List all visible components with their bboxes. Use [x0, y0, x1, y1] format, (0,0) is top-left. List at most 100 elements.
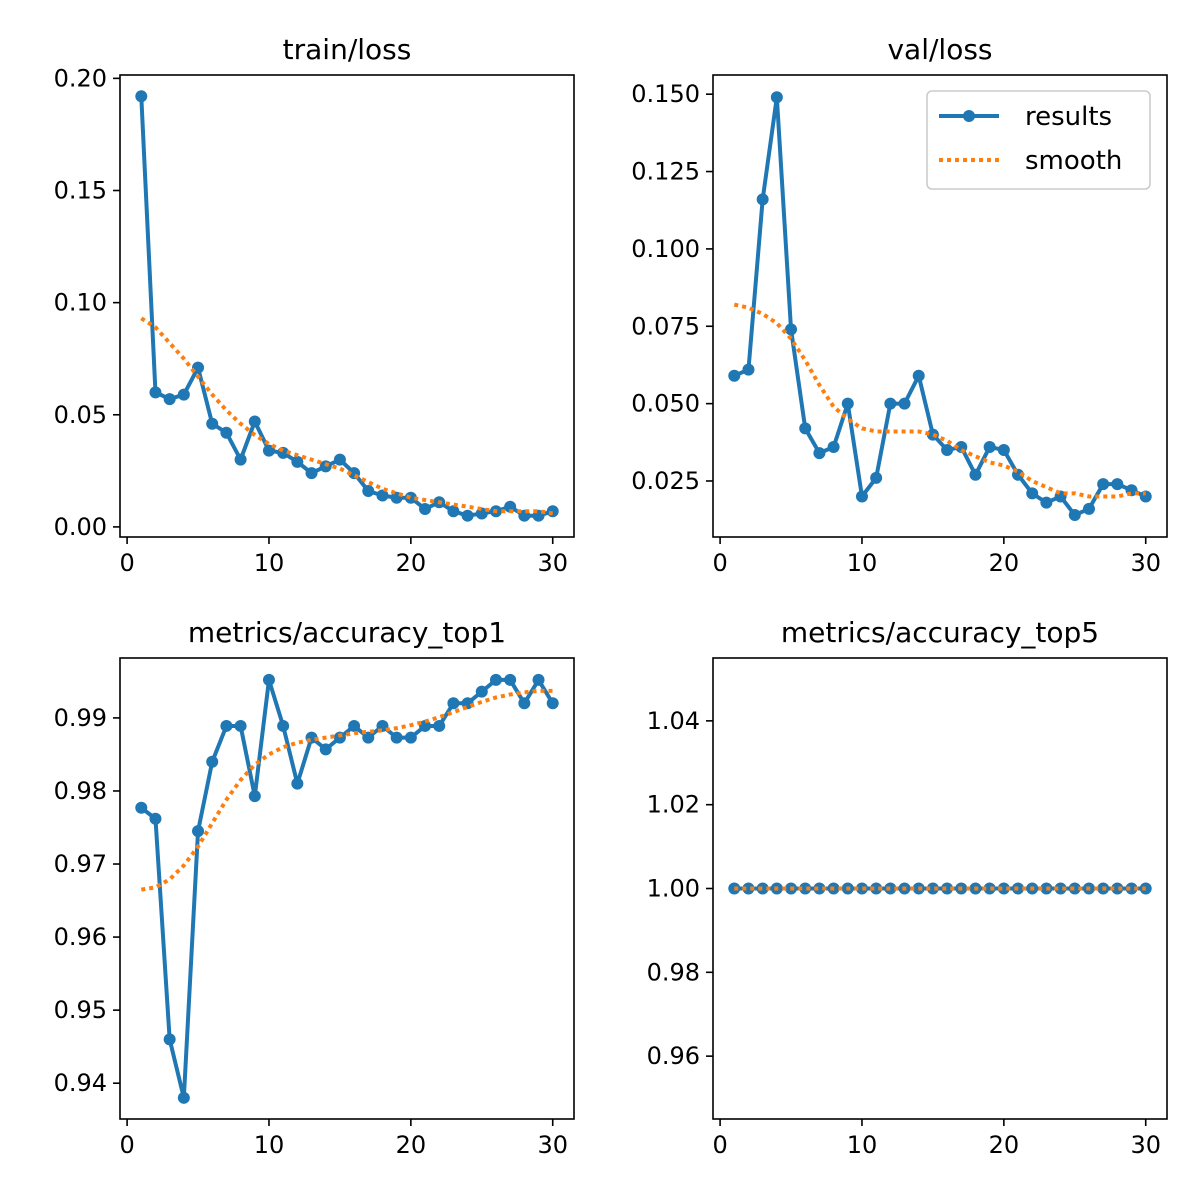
x-tick-label: 0 — [712, 549, 727, 577]
y-tick-label: 0.20 — [54, 64, 107, 92]
results-point — [827, 440, 840, 453]
results-point — [447, 505, 460, 518]
x-tick-label: 20 — [396, 1131, 427, 1159]
results-point — [926, 882, 939, 895]
results-point — [969, 468, 982, 481]
y-tick-label: 0.94 — [54, 1069, 107, 1097]
results-point — [1026, 487, 1039, 500]
results-point — [192, 825, 205, 838]
results-point — [333, 731, 346, 744]
y-tick-label: 0.025 — [631, 467, 700, 495]
y-tick-label: 0.15 — [54, 177, 107, 205]
results-point — [1125, 882, 1138, 895]
results-point — [742, 363, 755, 376]
results-point — [234, 719, 247, 732]
results-point — [983, 440, 996, 453]
results-point — [390, 731, 403, 744]
results-point — [742, 882, 755, 895]
x-tick-label: 30 — [1130, 549, 1161, 577]
y-tick-label: 0.00 — [54, 513, 107, 541]
y-tick-label: 0.95 — [54, 996, 107, 1024]
plot-area — [135, 673, 559, 1104]
results-point — [1054, 882, 1067, 895]
x-tick-label: 20 — [396, 549, 427, 577]
results-point — [1111, 478, 1124, 491]
results-point — [489, 673, 502, 686]
results-point — [149, 386, 162, 399]
results-point — [475, 685, 488, 698]
results-point — [262, 673, 275, 686]
subplot-title: metrics/accuracy_top5 — [781, 616, 1099, 649]
results-point — [1040, 496, 1053, 509]
results-point — [1082, 502, 1095, 515]
y-tick-label: 0.96 — [54, 923, 107, 951]
x-tick-label: 0 — [119, 549, 134, 577]
results-point — [433, 719, 446, 732]
results-point — [912, 369, 925, 382]
results-point — [220, 719, 233, 732]
results-point — [1068, 882, 1081, 895]
results-point — [419, 502, 432, 515]
x-tick-label: 30 — [537, 549, 568, 577]
subplot-2: val/loss 0 10 20 30 0.025 0.050 0.075 0.100 0.125… — [631, 33, 1168, 577]
y-tick-label: 0.05 — [54, 401, 107, 429]
subplot-title: train/loss — [283, 33, 412, 66]
axes-frame — [712, 657, 1168, 1120]
results-point — [799, 882, 812, 895]
results-point — [461, 509, 474, 522]
y-tick-label: 0.99 — [54, 704, 107, 732]
x-tick-label: 20 — [989, 1131, 1020, 1159]
subplot-3: metrics/accuracy_top1 0 10 20 30 0.94 0.95 0.96… — [54, 616, 575, 1159]
results-point — [997, 444, 1010, 457]
results-point — [898, 397, 911, 410]
results-point — [841, 397, 854, 410]
subplot-4: metrics/accuracy_top5 0 10 20 30 0.96 0.98 1.00… — [647, 616, 1168, 1159]
results-point — [1139, 490, 1152, 503]
results-point — [1097, 478, 1110, 491]
results-point — [333, 453, 346, 466]
y-tick-label: 1.00 — [647, 875, 700, 903]
results-point — [319, 743, 332, 756]
results-point — [362, 731, 375, 744]
x-tick-label: 10 — [254, 549, 285, 577]
subplot-title: metrics/accuracy_top1 — [188, 616, 506, 649]
results-point — [305, 467, 318, 480]
results-point — [532, 673, 545, 686]
results-point — [177, 388, 190, 401]
results-point — [404, 731, 417, 744]
results-point — [518, 697, 531, 710]
smooth-line — [140, 688, 553, 892]
results-point — [177, 1091, 190, 1104]
results-point — [941, 882, 954, 895]
results-point — [135, 90, 148, 103]
legend-label: smooth — [1025, 146, 1122, 176]
subplot-1: train/loss 0 10 20 30 0.00 0.05 0.10 0.15 0.20 — [54, 33, 575, 577]
results-point — [135, 801, 148, 814]
results-point — [1111, 882, 1124, 895]
results-point — [855, 490, 868, 503]
plot-area — [728, 882, 1152, 895]
results-point — [785, 323, 798, 336]
results-point — [728, 369, 741, 382]
results-point — [546, 505, 559, 518]
results-point — [291, 455, 304, 468]
results-point — [362, 485, 375, 498]
results-point — [348, 719, 361, 732]
y-tick-label: 0.97 — [54, 850, 107, 878]
x-tick-label: 10 — [847, 549, 878, 577]
results-point — [262, 444, 275, 457]
results-point — [163, 1033, 176, 1046]
y-tick-label: 0.98 — [54, 777, 107, 805]
results-point — [983, 882, 996, 895]
results-point — [756, 882, 769, 895]
results-point — [884, 882, 897, 895]
subplot-title: val/loss — [887, 33, 992, 66]
y-tick-label: 0.98 — [647, 958, 700, 986]
y-tick-label: 0.050 — [631, 390, 700, 418]
results-point — [206, 417, 219, 430]
results-line — [140, 677, 555, 1100]
y-tick-label: 0.125 — [631, 158, 700, 186]
x-tick-label: 0 — [712, 1131, 727, 1159]
results-point — [997, 882, 1010, 895]
